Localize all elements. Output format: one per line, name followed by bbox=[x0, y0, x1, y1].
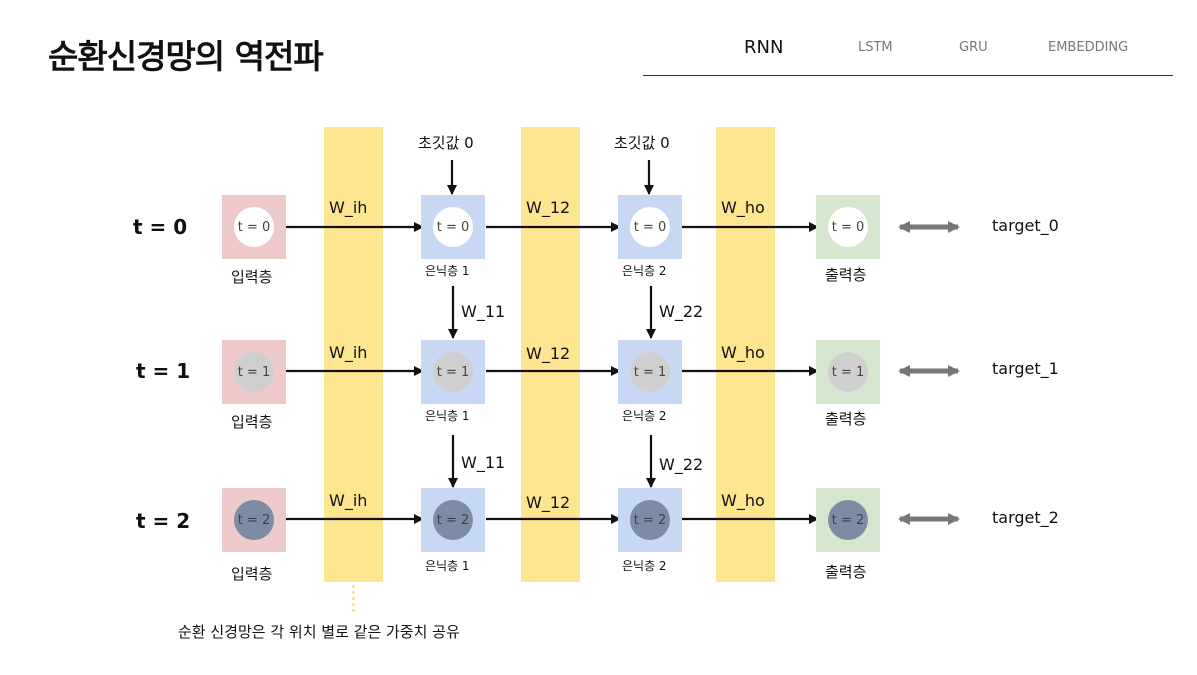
nav-tab-gru[interactable]: GRU bbox=[959, 40, 988, 55]
hidden2-state: t = 0 bbox=[630, 207, 670, 247]
nav-tab-lstm[interactable]: LSTM bbox=[858, 40, 893, 55]
output-node: t = 1 bbox=[816, 340, 880, 404]
hidden1-caption: 은닉층 1 bbox=[425, 559, 470, 573]
weight-label-12: W_12 bbox=[526, 198, 571, 217]
hidden2-caption: 은닉층 2 bbox=[622, 264, 667, 278]
output-state: t = 0 bbox=[828, 207, 868, 247]
input-state: t = 1 bbox=[234, 352, 274, 392]
weight-label-12: W_12 bbox=[526, 344, 571, 363]
hidden1-caption: 은닉층 1 bbox=[425, 264, 470, 278]
output-caption: 출력층 bbox=[825, 266, 867, 284]
target-label: target_1 bbox=[992, 359, 1059, 378]
weight-band-ih bbox=[324, 127, 383, 582]
page-title: 순환신경망의 역전파 bbox=[48, 37, 324, 76]
weight-label-11: W_11 bbox=[461, 302, 506, 321]
time-step-label: t = 2 bbox=[136, 509, 191, 533]
output-state: t = 1 bbox=[828, 352, 868, 392]
hidden1-state: t = 2 bbox=[433, 500, 473, 540]
time-step-label: t = 1 bbox=[136, 359, 191, 383]
hidden2-node: t = 0 bbox=[618, 195, 682, 259]
hidden1-node: t = 1 bbox=[421, 340, 485, 404]
output-node: t = 0 bbox=[816, 195, 880, 259]
weight-label-ih: W_ih bbox=[329, 491, 368, 510]
hidden2-caption: 은닉층 2 bbox=[622, 559, 667, 573]
weight-band-12 bbox=[521, 127, 580, 582]
input-caption: 입력층 bbox=[231, 565, 273, 583]
input-node: t = 1 bbox=[222, 340, 286, 404]
weight-label-22: W_22 bbox=[659, 455, 704, 474]
weight-label-22: W_22 bbox=[659, 302, 704, 321]
weight-label-ho: W_ho bbox=[721, 343, 765, 362]
weight-label-ho: W_ho bbox=[721, 491, 765, 510]
band-connector-dots bbox=[352, 585, 355, 613]
output-node: t = 2 bbox=[816, 488, 880, 552]
weight-label-ho: W_ho bbox=[721, 198, 765, 217]
nav-underline bbox=[643, 75, 1173, 76]
weight-label-ih: W_ih bbox=[329, 198, 368, 217]
input-state: t = 2 bbox=[234, 500, 274, 540]
hidden2-node: t = 1 bbox=[618, 340, 682, 404]
input-node: t = 0 bbox=[222, 195, 286, 259]
input-caption: 입력층 bbox=[231, 413, 273, 431]
hidden1-state: t = 1 bbox=[433, 352, 473, 392]
time-step-label: t = 0 bbox=[133, 215, 188, 239]
output-caption: 출력층 bbox=[825, 563, 867, 581]
hidden2-state: t = 1 bbox=[630, 352, 670, 392]
input-state: t = 0 bbox=[234, 207, 274, 247]
hidden1-state: t = 0 bbox=[433, 207, 473, 247]
hidden2-state: t = 2 bbox=[630, 500, 670, 540]
weight-band-ho bbox=[716, 127, 775, 582]
input-caption: 입력층 bbox=[231, 268, 273, 286]
weight-label-12: W_12 bbox=[526, 493, 571, 512]
weight-label-11: W_11 bbox=[461, 453, 506, 472]
weight-label-ih: W_ih bbox=[329, 343, 368, 362]
hidden1-caption: 은닉층 1 bbox=[425, 409, 470, 423]
footer-note: 순환 신경망은 각 위치 별로 같은 가중치 공유 bbox=[178, 623, 460, 641]
input-node: t = 2 bbox=[222, 488, 286, 552]
target-label: target_2 bbox=[992, 508, 1059, 527]
output-caption: 출력층 bbox=[825, 410, 867, 428]
hidden1-node: t = 0 bbox=[421, 195, 485, 259]
target-label: target_0 bbox=[992, 216, 1059, 235]
hidden2-caption: 은닉층 2 bbox=[622, 409, 667, 423]
nav-tab-rnn[interactable]: RNN bbox=[744, 37, 784, 58]
initial-value-label-h2: 초깃값 0 bbox=[614, 134, 670, 152]
nav-tab-embedding[interactable]: EMBEDDING bbox=[1048, 40, 1129, 55]
output-state: t = 2 bbox=[828, 500, 868, 540]
initial-value-label-h1: 초깃값 0 bbox=[418, 134, 474, 152]
hidden1-node: t = 2 bbox=[421, 488, 485, 552]
hidden2-node: t = 2 bbox=[618, 488, 682, 552]
